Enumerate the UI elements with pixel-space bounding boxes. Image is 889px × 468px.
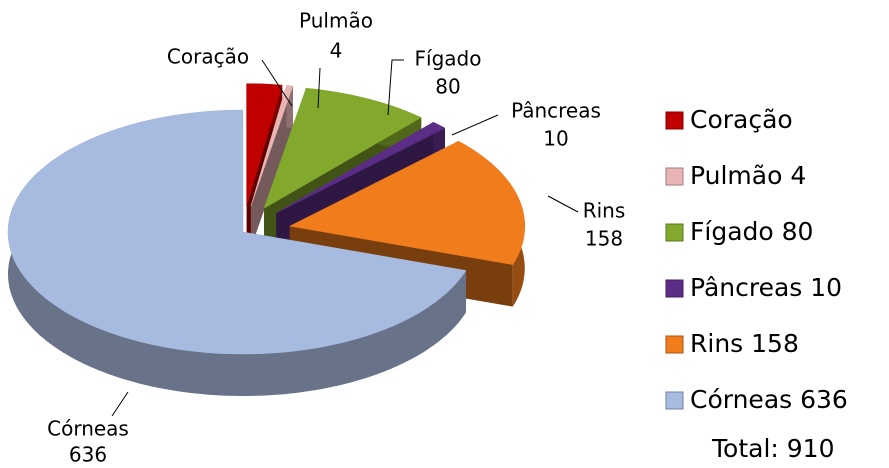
slice-side <box>250 85 293 249</box>
slice <box>246 83 283 206</box>
legend-swatch <box>665 167 684 186</box>
slice <box>250 85 294 207</box>
leader-line <box>547 195 579 213</box>
legend-swatch <box>665 279 684 298</box>
leader-line <box>261 59 293 107</box>
legend-label: Pulmão 4 <box>690 161 806 190</box>
legend-label: Coração <box>690 105 793 134</box>
slice-tops <box>7 83 526 355</box>
total-annotation: Total: 910 <box>711 434 834 463</box>
data-label-value: 4 <box>330 39 343 63</box>
slice <box>276 121 446 214</box>
data-label-name: Córneas <box>47 417 129 441</box>
data-label-name: Rins <box>583 199 626 223</box>
slice <box>7 109 467 355</box>
leader-line <box>111 391 129 417</box>
legend-swatch <box>665 335 684 354</box>
legend-swatch <box>665 111 684 130</box>
legend-swatch <box>665 223 684 242</box>
legend-label: Pâncreas 10 <box>690 273 842 302</box>
slice <box>289 140 526 265</box>
leader-line <box>317 67 321 109</box>
legend-label: Fígado 80 <box>690 217 813 246</box>
data-label-name: Pâncreas <box>511 99 601 123</box>
data-label-value: 158 <box>585 227 623 251</box>
legend-swatch <box>665 391 684 410</box>
data-label-name: Pulmão <box>299 9 373 33</box>
data-label-value: 636 <box>69 443 107 467</box>
data-label-name: Coração <box>167 45 249 69</box>
leader-line <box>387 59 404 116</box>
data-label-name: Fígado <box>415 47 482 71</box>
legend-label: Rins 158 <box>690 329 799 358</box>
legend-label: Córneas 636 <box>690 385 848 414</box>
data-label-value: 10 <box>543 127 568 151</box>
slice <box>263 88 422 209</box>
data-label-value: 80 <box>435 75 460 99</box>
leader-line <box>451 114 499 136</box>
